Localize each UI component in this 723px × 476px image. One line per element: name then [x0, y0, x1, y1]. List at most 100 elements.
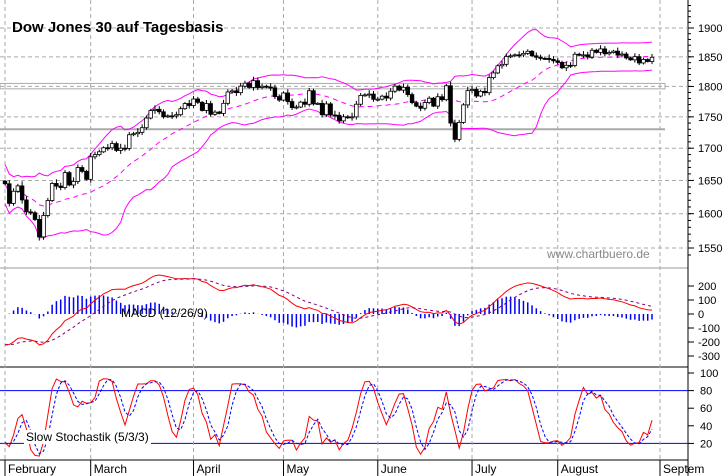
candle-body [19, 185, 25, 201]
price-tick-label: 16500 [698, 175, 723, 187]
candle-body [362, 94, 368, 97]
candle-body [375, 98, 380, 101]
candle-body [298, 101, 303, 108]
candle-body [388, 90, 393, 99]
month-label: August [561, 462, 599, 476]
candle-body [504, 56, 509, 65]
candle-body [71, 181, 76, 186]
candle-body [41, 215, 46, 238]
candle-body [594, 49, 599, 53]
candle-body [367, 93, 372, 96]
candle-body [555, 60, 560, 63]
candle-body [602, 48, 608, 55]
candle-body [122, 147, 128, 150]
candle-body [551, 58, 556, 62]
candle-body [289, 101, 295, 108]
bollinger-upper [4, 28, 653, 178]
bollinger-middle [4, 55, 653, 207]
candle-body [101, 147, 106, 153]
candle-body [148, 110, 153, 119]
stochastic-d-line [4, 379, 653, 455]
candle-body [127, 134, 132, 149]
candle-body [139, 127, 145, 133]
candle-body [208, 103, 213, 115]
candle-body [225, 91, 231, 104]
candle-body [482, 90, 488, 94]
candle-body [589, 49, 595, 58]
price-tick-label: 19000 [698, 23, 723, 35]
candle-body [255, 80, 261, 88]
candle-body [109, 143, 115, 149]
candle-body [328, 103, 333, 116]
candle-body [409, 94, 415, 104]
candle-body [37, 219, 42, 238]
candle-body [182, 103, 188, 110]
candle-body [11, 190, 16, 204]
candle-body [418, 105, 423, 109]
candle-body [456, 122, 462, 140]
candle-body [615, 50, 620, 56]
candle-body [516, 54, 522, 57]
stochastic-k-line [4, 378, 653, 457]
candle-body [349, 116, 355, 119]
candle-body [332, 114, 338, 117]
candle-body [212, 111, 218, 115]
candle-body [268, 86, 273, 89]
candle-body [247, 82, 252, 88]
candle-body [628, 57, 633, 61]
candle-body [234, 90, 239, 94]
macd-label: MACD (12/26/9) [121, 306, 208, 320]
candle-body [92, 154, 98, 158]
candle-body [559, 62, 565, 69]
candle-body [358, 95, 363, 105]
candle-body [242, 82, 248, 87]
candle-body [414, 102, 419, 107]
candle-body [97, 151, 102, 156]
macd-tick-label: 200 [698, 281, 716, 293]
candle-body [187, 103, 192, 106]
stochastic-tick-label: 80 [700, 386, 712, 398]
candle-body [32, 212, 38, 220]
stochastic-tick-label: 60 [700, 403, 712, 415]
month-label: May [287, 462, 310, 476]
candle-body [28, 211, 33, 214]
price-tick-label: 18000 [698, 81, 723, 93]
macd-tick-label: 100 [698, 295, 716, 307]
candle-body [444, 85, 449, 101]
macd-tick-label: -100 [698, 323, 720, 335]
candle-body [624, 53, 629, 59]
candle-body [508, 55, 513, 58]
candle-body [521, 52, 526, 56]
candle-body [7, 183, 12, 204]
month-label: June [381, 462, 407, 476]
candle-body [75, 167, 81, 182]
candle-body [264, 85, 269, 88]
price-tick-label: 16000 [698, 209, 723, 221]
candle-body [474, 89, 479, 97]
candle-body [217, 111, 222, 114]
candle-body [272, 87, 278, 98]
candle-body [337, 114, 342, 122]
candle-body [431, 97, 436, 107]
candle-body [598, 48, 603, 53]
price-tick-label: 17000 [698, 143, 723, 155]
candle-body [405, 86, 410, 95]
candle-body [49, 183, 55, 201]
candle-body [144, 117, 149, 129]
macd-line [4, 274, 653, 346]
macd-tick-label: -200 [698, 337, 720, 349]
watermark: www.chartbuero.de [547, 247, 650, 261]
candle-body [452, 122, 458, 140]
candle-body [311, 90, 316, 105]
stochastic-tick-label: 100 [700, 368, 718, 380]
month-label: March [94, 462, 127, 476]
chart-title: Dow Jones 30 auf Tagesbasis [12, 19, 224, 36]
candle-body [135, 131, 141, 135]
candle-body [439, 96, 445, 101]
candle-body [448, 85, 453, 124]
candle-body [165, 115, 171, 118]
candle-body [645, 59, 650, 62]
candle-body [546, 58, 552, 60]
candle-body [564, 64, 569, 69]
